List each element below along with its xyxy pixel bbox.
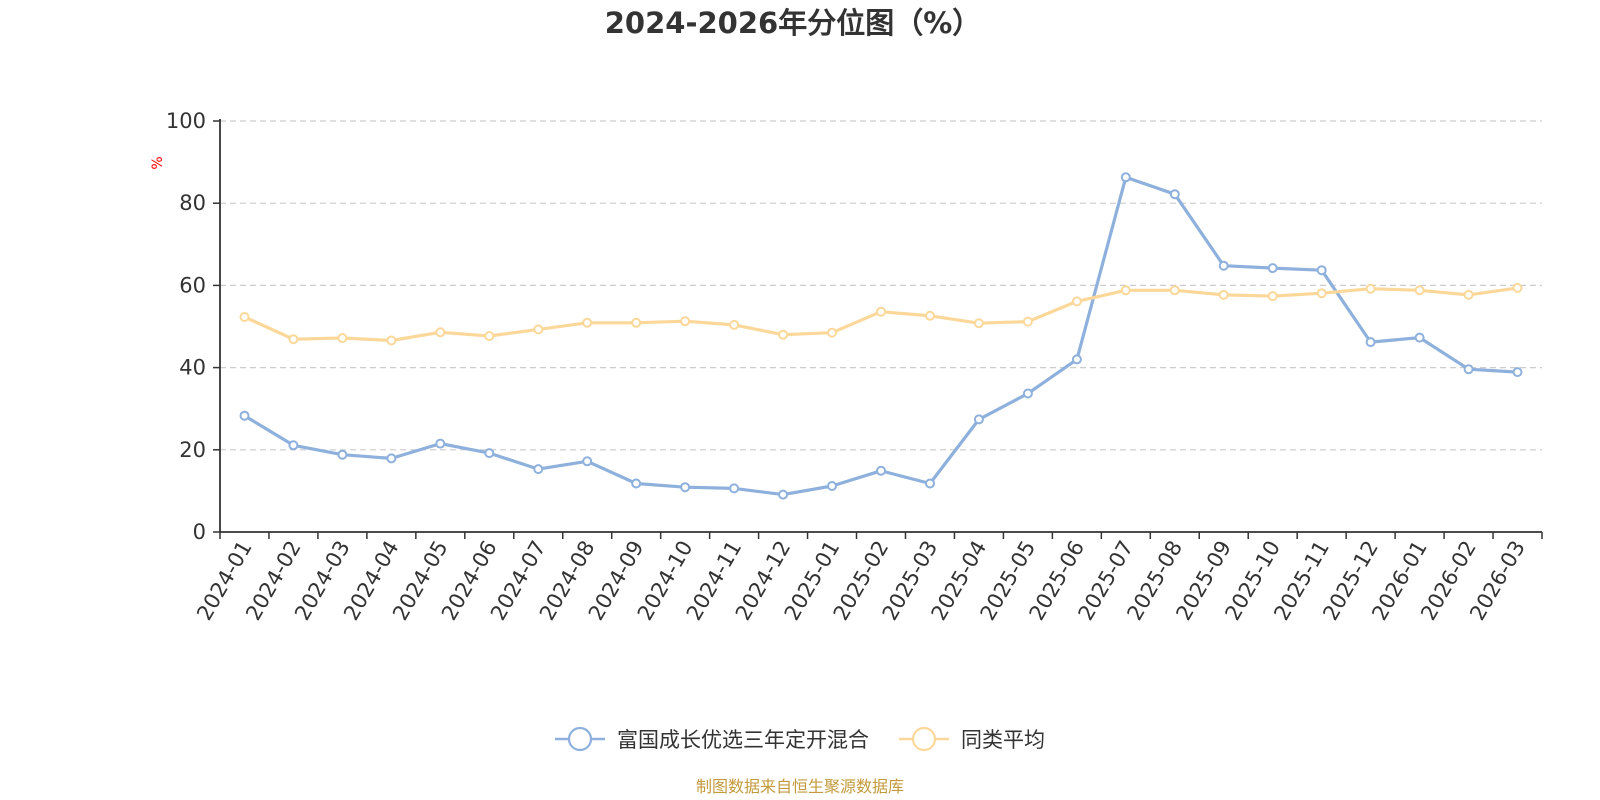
y-tick-label: 40 [179, 356, 206, 380]
y-tick-label: 0 [193, 520, 206, 544]
axes: 0204060801002024-012024-022024-032024-04… [166, 109, 1543, 624]
data-point-s1 [1463, 289, 1474, 300]
legend: 富国成长优选三年定开混合 同类平均 [555, 726, 1045, 752]
data-point-s0 [729, 483, 740, 494]
data-point-s0 [973, 414, 984, 425]
data-point-s0 [1316, 265, 1327, 276]
data-point-s1 [827, 327, 837, 338]
data-point-s0 [1120, 172, 1131, 183]
data-point-s0 [533, 464, 544, 475]
data-point-s1 [1169, 285, 1180, 296]
data-point-s0 [1365, 337, 1376, 348]
data-point-s1 [680, 316, 691, 327]
data-point-s0 [876, 465, 886, 476]
data-point-s0 [1267, 263, 1278, 274]
data-point-s1 [484, 331, 495, 341]
legend-marker-circle [567, 726, 593, 752]
y-axis-label: % [150, 156, 166, 169]
data-point-s1 [1022, 316, 1033, 327]
data-point-s0 [288, 440, 299, 451]
data-point-s1 [876, 306, 886, 317]
y-tick-label: 20 [179, 438, 206, 462]
data-point-s0 [1022, 388, 1033, 399]
data-point-s0 [827, 481, 837, 491]
data-point-s1 [1365, 283, 1376, 294]
data-point-s0 [386, 453, 397, 464]
data-point-s0 [1414, 332, 1425, 343]
data-point-s1 [1512, 282, 1523, 293]
data-point-s1 [533, 324, 544, 335]
data-point-s0 [680, 482, 691, 493]
data-point-s1 [1267, 291, 1278, 302]
data-point-s1 [1414, 285, 1425, 296]
data-point-s0 [1463, 364, 1474, 375]
data-point-s1 [778, 329, 789, 340]
legend-label: 富国成长优选三年定开混合 [617, 728, 869, 752]
data-point-s1 [729, 319, 740, 330]
data-point-s1 [1071, 296, 1082, 307]
data-point-s1 [1218, 289, 1229, 300]
data-point-s1 [435, 327, 446, 338]
data-point-s0 [337, 449, 348, 460]
series-line-0 [242, 175, 1520, 497]
data-point-s0 [1218, 260, 1229, 271]
data-point-s1 [239, 312, 250, 322]
data-point-s0 [435, 438, 446, 449]
grid-lines [220, 120, 1542, 451]
data-point-s0 [1512, 367, 1523, 378]
data-point-s0 [582, 456, 593, 467]
data-point-s1 [288, 334, 299, 345]
source-note: 制图数据来自恒生聚源数据库 [696, 777, 904, 796]
series-lines [242, 175, 1520, 497]
y-tick-label: 80 [179, 191, 206, 215]
data-points [239, 172, 1523, 500]
legend-marker-circle [911, 726, 937, 752]
data-point-s1 [337, 333, 348, 343]
y-tick-label: 60 [179, 273, 206, 297]
data-point-s0 [1071, 354, 1082, 365]
data-point-s1 [1316, 288, 1327, 299]
data-point-s1 [386, 335, 397, 346]
data-point-s0 [631, 478, 642, 489]
data-point-s1 [973, 318, 984, 329]
data-point-s1 [1120, 285, 1131, 296]
data-point-s1 [925, 310, 935, 321]
data-point-s1 [582, 317, 593, 328]
data-point-s1 [631, 317, 642, 328]
legend-label: 同类平均 [961, 728, 1045, 752]
data-point-s0 [484, 448, 495, 459]
data-point-s0 [925, 478, 935, 489]
data-point-s0 [1169, 189, 1180, 200]
y-tick-label: 100 [166, 109, 206, 133]
data-point-s0 [778, 489, 789, 500]
data-point-s0 [239, 410, 250, 421]
chart-title: 2024-2026年分位图（%） [605, 6, 982, 40]
